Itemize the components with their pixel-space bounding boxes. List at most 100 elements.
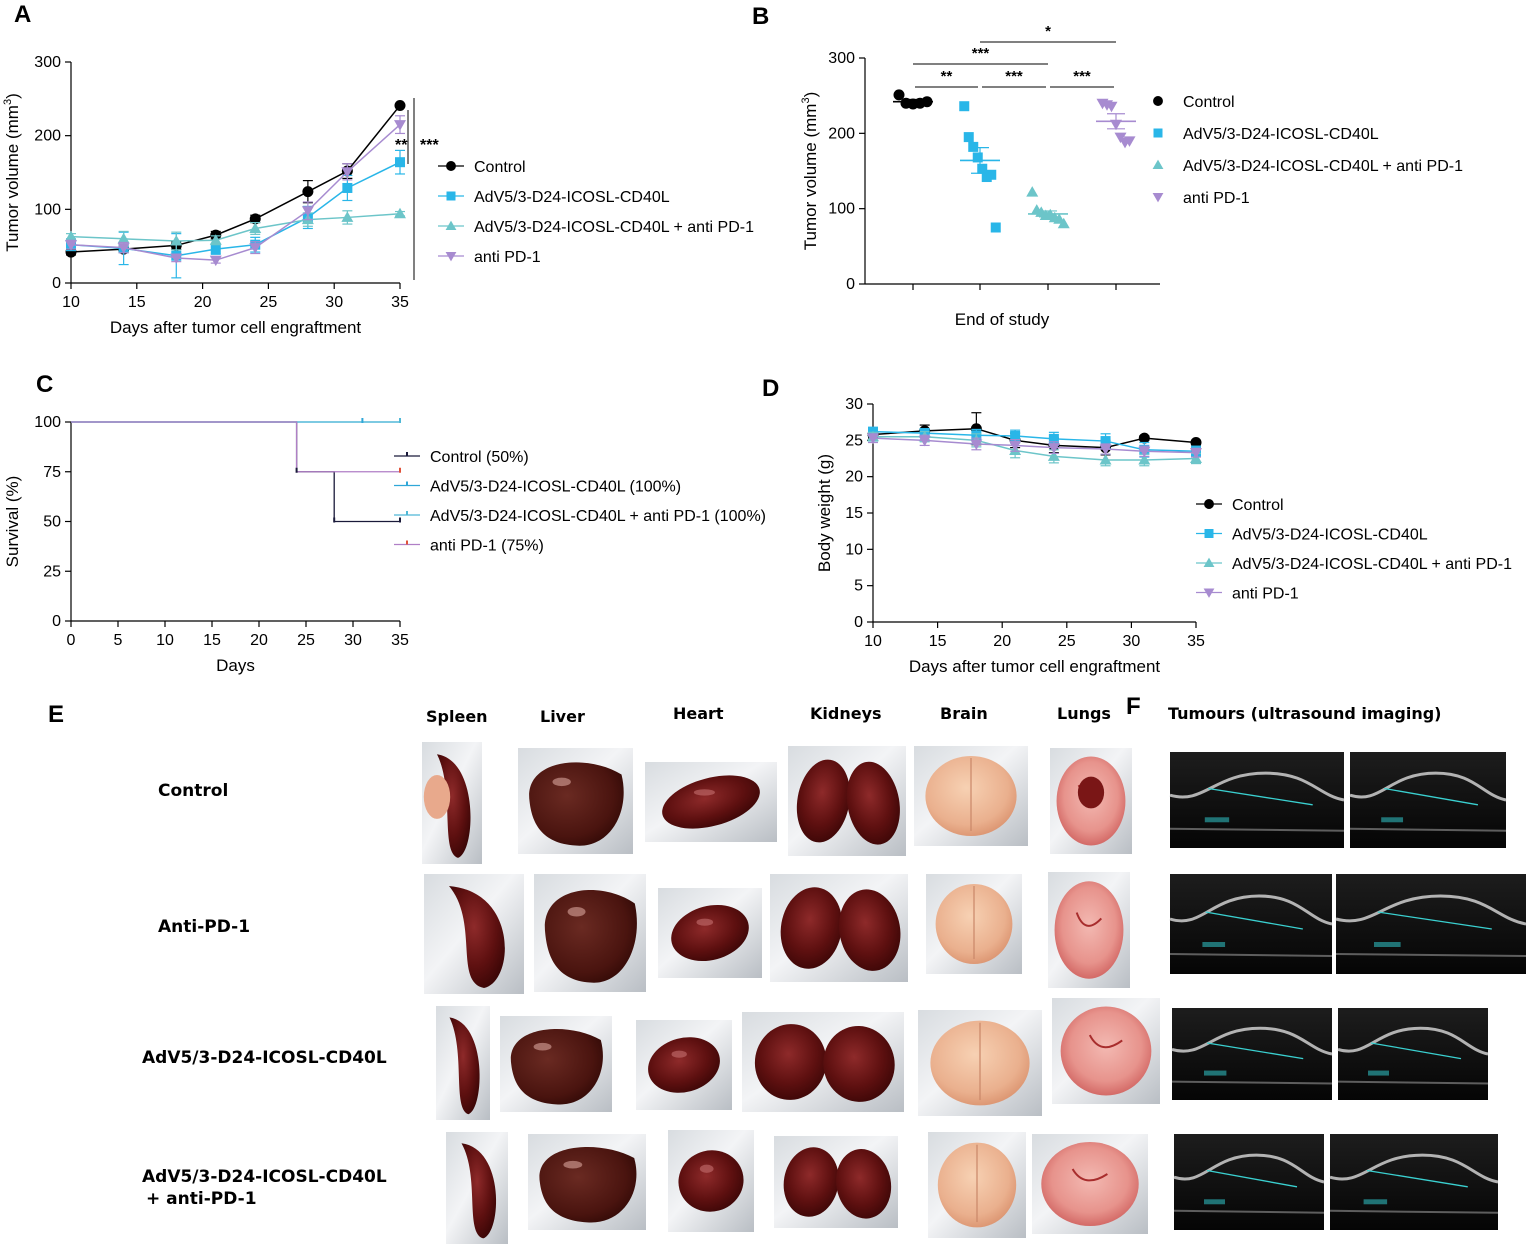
y-tick-label: 25 [845,432,863,449]
data-point [302,186,314,198]
lungs-vessel [1088,1034,1123,1049]
y-tick-label: 200 [828,125,855,142]
measurement-line [1208,787,1313,806]
legend-label: anti PD-1 [1183,190,1250,207]
skin-echo-line [1329,1153,1499,1184]
organ-photo-kidneys [788,746,906,856]
measurement-line [1366,1169,1468,1188]
organ-photo-liver [518,748,633,854]
organ-photo-spleen [446,1132,508,1244]
x-axis-label: Days after tumor cell engraftment [909,657,1161,676]
col-heart: Heart [673,704,724,723]
legend-marker [1152,192,1164,203]
specular-highlight [552,777,571,787]
organ-photo-liver [528,1134,646,1230]
organ-photo-kidneys [770,874,908,982]
liver-shape [544,890,637,983]
measurement-readout [1363,1199,1388,1205]
legend-label: Control (50%) [430,449,529,466]
data-point [249,222,262,233]
data-point [959,101,970,112]
data-point [1047,450,1060,461]
tumor-volume-chart: 10 15 20 25 30 35 0 100 200 300 Days after tumor c… [2,54,754,337]
deep-echo-line [1335,953,1527,957]
panel-letter-c: C [36,371,53,398]
data-point [1100,436,1111,447]
x-tick-label: 25 [297,632,315,649]
measurement-readout [1204,817,1230,823]
y-tick-label: 300 [34,54,61,71]
liver-shape [529,762,624,846]
ultrasound-image [1169,752,1345,848]
liver-shape [510,1029,603,1105]
organ-photo-heart [658,888,762,978]
organ-photo-kidneys [774,1136,898,1228]
ultrasound-background [1330,1134,1498,1230]
organ-photo-spleen [436,1006,490,1120]
x-tick-label: 15 [203,632,221,649]
ultrasound-background [1338,1008,1488,1100]
deep-echo-line [1171,1080,1333,1085]
measurement-readout [1368,1070,1389,1076]
legend-marker [445,220,457,231]
y-tick-label: 200 [34,128,61,145]
legend-marker [1204,499,1214,509]
specular-highlight [671,1050,687,1058]
organ-photo-kidneys [742,1012,904,1112]
y-tick-label: 25 [43,563,61,580]
legend-label: anti PD-1 [1232,586,1299,603]
ultrasound-image [1169,874,1333,974]
data-point [968,141,979,152]
organ-photo-heart [636,1020,732,1110]
data-point [1099,453,1112,465]
col-lungs: Lungs [1057,704,1111,723]
ultrasound-background [1170,874,1332,974]
x-tick-label: 15 [128,294,146,311]
data-point [970,439,983,450]
kidney-right [823,1026,895,1102]
body-weight-chart: 10 15 20 25 30 35 0 5 10 15 20 25 30 Days after tumor… [815,396,1512,676]
organ-photo-brain [928,1132,1026,1238]
data-point [341,167,354,178]
col-liver: Liver [540,707,585,726]
kidney-right [838,889,901,971]
comparison-label: * [1045,23,1051,40]
data-point [1190,437,1202,449]
data-point [1057,217,1070,229]
data-point [65,230,77,242]
panel-letter-d: D [762,375,779,402]
x-tick-label: 35 [391,294,409,311]
legend-marker [445,251,457,262]
organ-photo-lungs [1032,1134,1148,1234]
significance-label: ** [395,137,408,154]
col-brain: Brain [940,704,988,723]
x-tick-label: 25 [1058,633,1076,650]
spleen-shape [461,1143,497,1239]
data-point [210,244,221,255]
data-point [1105,101,1118,113]
y-tick-label: 100 [828,201,855,218]
survival-chart: 0 5 10 15 20 25 30 35 0 25 50 75 100 Days Survival (%)… [3,414,766,675]
data-point [170,253,183,264]
lungs-vessel [1075,912,1103,927]
deep-echo-line [1169,827,1345,832]
data-point [249,243,262,254]
organ-photo-brain [914,746,1028,846]
measurement-readout [1204,1199,1225,1205]
data-point [209,255,222,267]
y-tick-label: 0 [52,275,61,292]
legend-label: AdV5/3-D24-ICOSL-CD40L + anti PD-1 [474,219,754,236]
measurement-line [1206,1169,1298,1188]
panel-letter-f: F [1126,693,1141,720]
x-tick-label: 15 [929,633,947,650]
y-tick-label: 5 [854,578,863,595]
y-tick-label: 0 [846,276,855,293]
specular-highlight [533,1042,552,1051]
organ-photo-heart [645,762,777,842]
data-point [394,99,406,111]
data-point [394,120,406,131]
deep-echo-line [1173,1209,1325,1214]
data-point [1114,132,1127,144]
data-point [301,206,314,217]
comparison-label: ** [941,68,953,85]
